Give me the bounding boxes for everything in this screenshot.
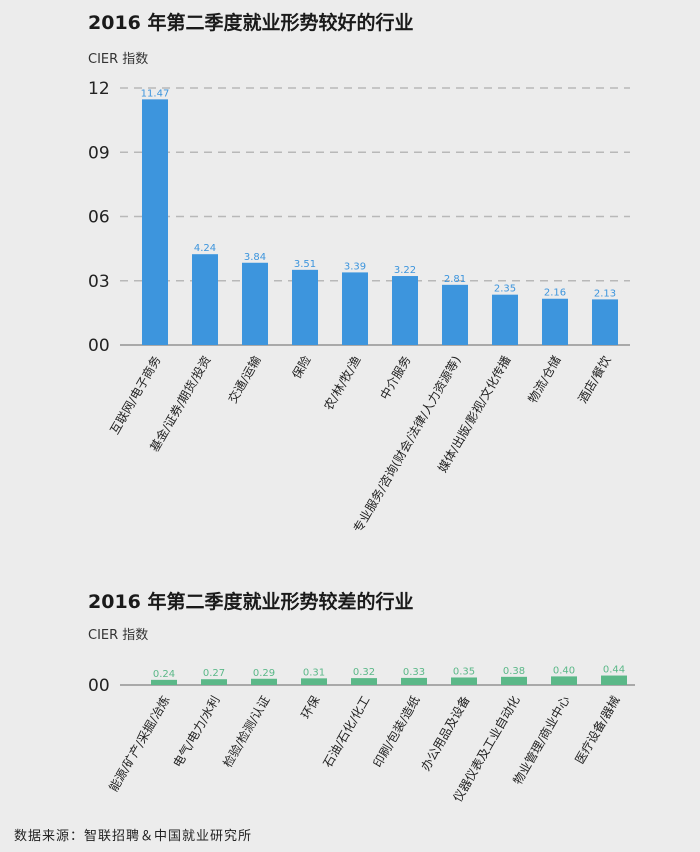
data-label: 0.29: [253, 668, 275, 679]
bar: [351, 678, 377, 685]
chart-1-title: 2016 年第二季度就业形势较好的行业: [88, 12, 414, 34]
category-label: 电气/电力/水利: [170, 693, 223, 770]
bar: [592, 299, 618, 345]
data-label: 3.39: [344, 261, 366, 272]
data-label: 0.38: [503, 666, 525, 677]
data-label: 0.35: [453, 666, 475, 677]
bar: [542, 298, 568, 345]
bar: [151, 679, 177, 685]
data-label: 0.31: [303, 667, 325, 678]
category-label: 印刷/包装/造纸: [370, 694, 422, 770]
category-label: 专业服务/咨询(财会/法律/人力资源等): [350, 353, 464, 535]
y-tick-label: 00: [88, 336, 110, 356]
bar: [251, 678, 277, 685]
y-tick-label: 03: [88, 272, 110, 292]
data-label: 2.81: [444, 274, 466, 285]
bar: [401, 677, 427, 685]
data-label: 2.13: [594, 288, 616, 299]
category-label: 石油/石化/化工: [320, 694, 372, 770]
bar: [551, 676, 577, 685]
chart-2-ylabel: CIER 指数: [88, 628, 149, 643]
y-tick-label: 12: [88, 79, 110, 99]
chart-1-ylabel: CIER 指数: [88, 52, 149, 67]
category-label: 保险: [289, 353, 314, 381]
data-label: 4.24: [194, 243, 216, 254]
category-label: 交通/运输: [225, 353, 264, 406]
bar: [501, 676, 527, 685]
data-label: 0.24: [153, 669, 175, 680]
category-label: 互联网/电子商务: [107, 353, 164, 437]
y-tick-label: 09: [88, 143, 110, 163]
bar: [192, 254, 218, 345]
bar: [451, 677, 477, 685]
bar: [392, 276, 418, 345]
category-label: 医疗设备/器械: [572, 693, 623, 766]
bar: [442, 284, 468, 345]
data-label: 11.47: [141, 88, 170, 99]
category-label: 农/林/牧/渔: [321, 354, 363, 413]
data-label: 2.16: [544, 288, 566, 299]
bar: [301, 678, 327, 685]
category-label: 检验/检测/认证: [220, 693, 273, 770]
category-label: 环保: [298, 694, 322, 722]
data-label: 0.32: [353, 667, 375, 678]
chart-2-title: 2016 年第二季度就业形势较差的行业: [88, 591, 414, 613]
y-tick-label: 00: [88, 676, 110, 696]
category-label: 物业管理/商业中心: [510, 693, 573, 787]
bar: [201, 679, 227, 685]
category-label: 酒店/餐饮: [575, 353, 614, 406]
category-label: 能源/矿产/采掘/冶炼: [106, 693, 173, 794]
data-label: 0.40: [553, 665, 575, 676]
data-label: 3.51: [294, 259, 316, 270]
y-tick-label: 06: [88, 208, 110, 228]
data-label: 2.35: [494, 284, 516, 295]
bar: [601, 675, 627, 685]
data-label: 3.84: [244, 252, 266, 263]
bar: [292, 269, 318, 345]
category-label: 物流/仓储: [525, 353, 564, 406]
category-label: 中介服务: [377, 353, 414, 402]
data-source-note: 数据来源：智联招聘＆中国就业研究所: [14, 829, 253, 844]
bar: [342, 272, 368, 345]
data-label: 3.22: [394, 265, 416, 276]
bar: [242, 262, 268, 345]
data-label: 0.33: [403, 667, 425, 678]
category-label: 办公用品及设备: [418, 693, 473, 773]
data-label: 0.44: [603, 665, 625, 676]
bar: [142, 99, 168, 345]
bar: [492, 294, 518, 345]
data-label: 0.27: [203, 668, 225, 679]
